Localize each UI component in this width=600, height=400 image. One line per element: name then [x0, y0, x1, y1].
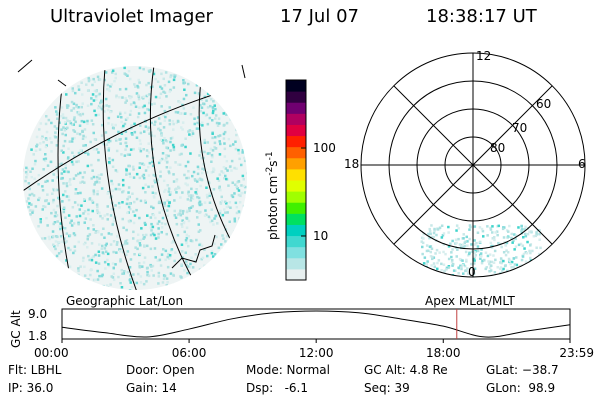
info-door: Door: Open: [126, 363, 195, 377]
colorbar-tick-10: 10: [313, 229, 328, 243]
polar-plot: 12 18 6 0 60 70 80: [344, 49, 586, 279]
polar-lat-70: 70: [512, 121, 527, 135]
info-glat: GLat: −38.7: [486, 363, 559, 377]
polar-label-6: 6: [578, 157, 586, 171]
timeline-xtick-label: 00:00: [34, 346, 69, 360]
polar-lat-80: 80: [490, 141, 505, 155]
meridian-line: [102, 66, 141, 290]
timeline-left-label: Geographic Lat/Lon: [66, 294, 183, 308]
colorbar-segment: [286, 146, 306, 159]
imager-disk: [17, 59, 247, 290]
timeline-xtick-label: 18:00: [426, 346, 461, 360]
meridian-line: [149, 66, 206, 290]
timeline-xticks: 00:00 06:00 12:00 18:00 23:59: [34, 339, 594, 360]
colorbar-segment: [286, 102, 306, 114]
timeline-ytick-max: 9.0: [28, 307, 47, 321]
colorbar-segment: [286, 257, 306, 270]
info-ip: IP: 36.0: [8, 381, 54, 395]
polar-emission: [420, 224, 542, 277]
colorbar-segment: [286, 124, 306, 137]
timeline-xtick-label: 23:59: [559, 346, 594, 360]
timeline-ylabel: GC Alt: [9, 310, 23, 348]
colorbar-segment: [286, 135, 306, 148]
time-label: 18:38:17 UT: [426, 6, 537, 27]
info-seq: Seq: 39: [364, 381, 410, 395]
colorbar-segment: [286, 246, 306, 259]
polar-lat-60: 60: [536, 97, 551, 111]
colorbar-segment: [286, 80, 306, 92]
polar-diagonal: [393, 85, 553, 245]
colorbar-segment: [286, 113, 306, 125]
colorbar-segment: [286, 168, 306, 181]
timeline-xtick-label: 06:00: [172, 346, 207, 360]
colorbar-tick-100: 100: [313, 141, 336, 155]
colorbar-segment: [286, 191, 306, 203]
color-bar-frame: [285, 79, 307, 281]
coastline: [171, 234, 216, 269]
info-flt: Flt: LBHL: [8, 363, 62, 377]
instrument-title: Ultraviolet Imager: [50, 6, 213, 27]
info-glon: GLon: 98.9: [486, 381, 556, 395]
colorbar-segment: [286, 213, 306, 225]
colorbar-segment: [286, 202, 306, 214]
info-gcalt: GC Alt: 4.8 Re: [364, 363, 448, 377]
info-gain: Gain: 14: [126, 381, 177, 395]
colorbar-segment: [286, 91, 306, 103]
colorbar-segment: [286, 224, 306, 237]
timeline-xtick-label: 12:00: [299, 346, 334, 360]
altitude-curve: [61, 310, 571, 338]
altitude-timeline: Geographic Lat/Lon Apex MLat/MLT GC Alt …: [9, 294, 594, 360]
date-label: 17 Jul 07: [280, 6, 359, 27]
polar-label-0: 0: [468, 265, 476, 279]
info-dsp: Dsp: -6.1: [246, 381, 309, 395]
color-bar: [286, 80, 306, 281]
colorbar-segment: [286, 268, 306, 281]
timeline-frame: [61, 308, 571, 340]
colorbar-segment: [286, 180, 306, 192]
polar-label-12: 12: [476, 49, 491, 63]
colorbar-segment: [286, 235, 306, 248]
polar-label-18: 18: [344, 157, 359, 171]
colorbar-unit-label: photon cm-2s-1: [265, 151, 280, 240]
colorbar-segment: [286, 157, 306, 170]
timeline-ytick-min: 1.8: [28, 329, 47, 343]
timeline-right-label: Apex MLat/MLT: [425, 294, 515, 308]
info-mode: Mode: Normal: [246, 363, 330, 377]
